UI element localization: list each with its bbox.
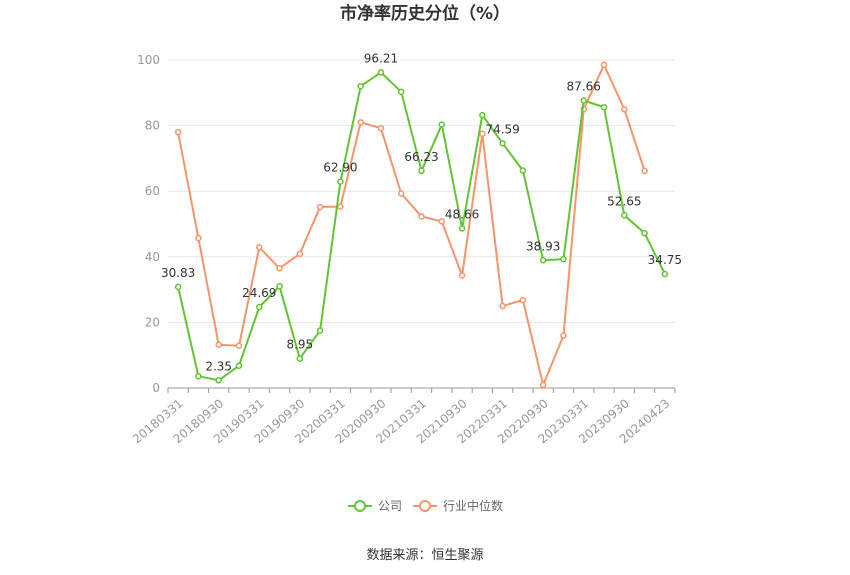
data-point-company[interactable] (438, 121, 446, 128)
data-point-industry[interactable] (418, 213, 425, 220)
source-note: 数据来源：恒生聚源 (366, 548, 483, 563)
data-point-industry[interactable] (560, 332, 567, 339)
data-label: 87.66 (567, 79, 601, 93)
data-point-industry[interactable] (357, 119, 364, 126)
data-point-company[interactable] (256, 303, 263, 311)
data-point-industry[interactable] (397, 190, 405, 197)
data-point-industry[interactable] (296, 250, 304, 258)
y-axis: 0 20 40 60 80 100 (137, 53, 160, 395)
data-point-industry[interactable] (641, 167, 648, 175)
data-label: 48.66 (445, 207, 479, 221)
data-label: 34.75 (648, 253, 682, 267)
series-layer (174, 61, 669, 389)
y-tick-label: 100 (137, 53, 160, 67)
data-point-industry[interactable] (621, 105, 628, 113)
data-label: 30.83 (161, 266, 195, 280)
data-point-industry[interactable] (174, 128, 182, 136)
data-labels: 30.83 2.35 24.69 8.95 62.90 96.21 66.23 48.66 74… (161, 51, 682, 373)
y-tick-label: 80 (145, 119, 160, 133)
data-point-industry[interactable] (195, 234, 202, 242)
legend-company-label: 公司 (378, 499, 402, 513)
data-point-company[interactable] (357, 82, 364, 90)
data-point-company[interactable] (621, 212, 628, 219)
data-point-company[interactable] (296, 355, 304, 362)
data-point-company[interactable] (397, 88, 405, 96)
legend[interactable]: 公司 行业中位数 (348, 498, 503, 513)
data-label: 8.95 (286, 338, 313, 352)
data-label: 62.90 (323, 161, 357, 175)
data-point-company[interactable] (337, 178, 344, 185)
data-point-company[interactable] (195, 372, 202, 380)
y-tick-label: 20 (145, 315, 160, 329)
data-label: 2.35 (205, 359, 232, 373)
data-label: 74.59 (485, 122, 519, 136)
data-point-industry[interactable] (479, 130, 486, 138)
data-label: 96.21 (364, 51, 398, 65)
data-point-industry[interactable] (499, 302, 506, 310)
data-point-company[interactable] (600, 103, 608, 111)
series-line-company (177, 71, 666, 382)
y-tick-label: 40 (145, 250, 160, 264)
data-point-company[interactable] (418, 167, 425, 175)
chart-title: 市净率历史分位（%） (340, 3, 510, 24)
data-point-company[interactable] (458, 225, 466, 232)
data-point-industry[interactable] (256, 244, 263, 251)
data-point-industry[interactable] (519, 296, 527, 304)
grid-lines (168, 59, 675, 323)
data-point-company[interactable] (316, 327, 324, 334)
data-point-industry[interactable] (316, 203, 324, 211)
data-point-industry[interactable] (235, 342, 243, 349)
data-point-industry[interactable] (215, 341, 222, 348)
data-label: 52.65 (607, 194, 641, 208)
data-point-company[interactable] (519, 167, 527, 174)
data-label: 24.69 (242, 286, 276, 300)
data-point-company[interactable] (215, 377, 222, 384)
legend-industry-label: 行业中位数 (443, 498, 503, 513)
legend-company-marker (354, 500, 366, 512)
data-point-company[interactable] (641, 229, 648, 237)
data-point-company[interactable] (661, 270, 669, 278)
data-point-company[interactable] (499, 140, 506, 147)
y-tick-label: 0 (152, 381, 160, 395)
data-point-company[interactable] (580, 97, 587, 104)
legend-industry-marker (419, 500, 431, 512)
y-tick-label: 60 (145, 184, 160, 198)
data-point-company[interactable] (479, 111, 486, 119)
data-point-company[interactable] (235, 362, 243, 369)
data-point-company[interactable] (539, 257, 547, 264)
data-point-industry[interactable] (377, 124, 385, 132)
legend-item-industry[interactable]: 行业中位数 (413, 498, 503, 513)
data-label: 66.23 (404, 150, 438, 164)
data-point-industry[interactable] (276, 265, 283, 272)
series-line-industry (177, 63, 646, 386)
legend-item-company[interactable]: 公司 (348, 499, 402, 513)
data-point-company[interactable] (174, 283, 182, 291)
data-point-company[interactable] (276, 283, 283, 290)
data-point-company[interactable] (560, 255, 567, 263)
data-point-industry[interactable] (458, 272, 466, 279)
data-label: 38.93 (526, 239, 560, 253)
data-point-company[interactable] (377, 69, 385, 76)
x-axis: 2018033120180930201903312019093020200331… (130, 387, 676, 446)
data-point-industry[interactable] (539, 381, 547, 389)
data-point-industry[interactable] (600, 61, 608, 69)
data-point-industry[interactable] (337, 203, 344, 210)
data-point-industry[interactable] (438, 218, 446, 225)
